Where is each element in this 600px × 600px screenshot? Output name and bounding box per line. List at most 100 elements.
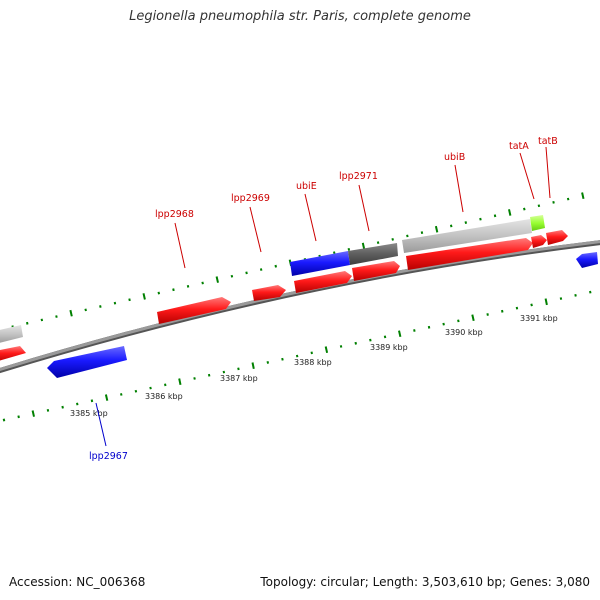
lower-track-major-tick (31, 410, 35, 417)
upper-track-minor-tick (55, 315, 58, 318)
reverse-strand-features (47, 252, 598, 378)
upper-track-minor-tick (347, 247, 351, 251)
leader-tatA (519, 152, 535, 200)
feature-gene-tatA (531, 235, 547, 248)
lower-track-major-tick (544, 298, 548, 306)
lower-track-major-tick (104, 394, 109, 401)
feature-gene-lpp2968 (157, 297, 231, 324)
lower-track-minor-tick (295, 354, 299, 358)
upper-track-major-tick (69, 309, 73, 317)
lower-track-minor-tick (134, 389, 138, 393)
leader-tatB (545, 146, 551, 199)
lower-track-minor-tick (46, 408, 50, 412)
lower-track-minor-tick (310, 351, 313, 355)
lower-track-minor-tick (559, 297, 563, 300)
feature-rna-left (0, 325, 23, 343)
upper-track-minor-tick (40, 318, 44, 322)
scale-labels: 3385 kbp 3386 kbp 3387 kbp 3388 kbp 3389… (70, 314, 558, 418)
upper-track-minor-tick (201, 281, 204, 285)
feature-gene-lpp2969 (252, 285, 286, 301)
upper-track-major-tick (215, 276, 219, 283)
upper-track-major-tick (508, 209, 512, 216)
upper-track-minor-tick (493, 214, 497, 218)
lower-track-minor-tick (383, 335, 387, 339)
feature-gene-right-reverse (576, 252, 598, 268)
gene-label-lpp2967: lpp2967 (89, 451, 128, 462)
upper-track-minor-tick (245, 271, 248, 275)
feature-gene-ubiE (294, 271, 352, 293)
lower-track-major-tick (471, 314, 475, 322)
feature-gene-lpp2967 (47, 346, 127, 378)
lower-track-minor-tick (120, 393, 123, 396)
upper-track-minor-tick (128, 298, 131, 302)
lower-track-minor-tick (61, 405, 64, 409)
upper-track-minor-tick (566, 197, 570, 201)
accession-text: Accession: NC_006368 (9, 575, 146, 589)
upper-track-major-tick (142, 293, 146, 300)
gene-label-tatB: tatB (538, 136, 558, 147)
lower-track-minor-tick (76, 402, 79, 406)
upper-track-minor-tick (552, 200, 555, 204)
gene-label-ubiE: ubiE (296, 181, 317, 192)
feature-gene-ubiB (406, 238, 533, 270)
lower-track-minor-tick (281, 357, 284, 361)
lower-track-minor-tick (17, 415, 20, 419)
upper-track-major-tick (434, 225, 439, 233)
feature-ubiB-rna (402, 219, 532, 253)
lower-track-minor-tick (442, 322, 445, 326)
lower-track-minor-tick (515, 306, 519, 310)
gene-label-lpp2971: lpp2971 (339, 171, 378, 182)
lower-track-minor-tick (193, 377, 196, 380)
upper-track-minor-tick (172, 288, 175, 292)
genome-summary-text: Topology: circular; Length: 3,503,610 bp… (260, 575, 590, 589)
gene-label-lpp2968: lpp2968 (155, 209, 194, 220)
leader-ubiB (454, 164, 464, 213)
feature-ubiE-cds-blue (290, 251, 350, 276)
gene-label-lpp2969: lpp2969 (231, 193, 270, 204)
tick-label-3386: 3386 kbp (145, 392, 183, 401)
lower-track-minor-tick (266, 361, 270, 364)
lower-tick-track (2, 290, 592, 422)
feature-gene-lpp2971 (352, 261, 400, 281)
lower-track-minor-tick (207, 373, 211, 377)
lower-track-major-tick (178, 378, 182, 386)
lower-track-minor-tick (90, 399, 94, 403)
upper-track-minor-tick (406, 234, 409, 238)
feature-gene-left (0, 346, 26, 361)
feature-gene-tatB (546, 230, 568, 245)
upper-track-minor-tick (274, 264, 277, 268)
upper-track-minor-tick (537, 204, 541, 208)
lower-track-minor-tick (574, 293, 577, 297)
lower-track-minor-tick (164, 383, 167, 387)
upper-track-minor-tick (186, 284, 190, 288)
leader-ubiE (304, 193, 317, 242)
lower-track-minor-tick (149, 386, 152, 390)
map-title: Legionella pneumophila str. Paris, compl… (129, 9, 471, 24)
upper-track-minor-tick (391, 237, 394, 241)
feature-lpp2971-pseudo (348, 243, 398, 265)
gene-label-tatA: tatA (509, 141, 529, 152)
lower-track-major-tick (251, 362, 255, 370)
tick-label-3390: 3390 kbp (445, 328, 483, 337)
tick-label-3388: 3388 kbp (294, 358, 332, 367)
lower-track-minor-tick (354, 341, 357, 345)
forward-strand-features (0, 230, 568, 361)
lower-track-minor-tick (413, 329, 416, 332)
lower-track-major-tick (324, 346, 329, 354)
lower-track-major-tick (398, 330, 402, 338)
upper-track-minor-tick (99, 305, 102, 308)
upper-track-minor-tick (84, 308, 87, 312)
upper-track-minor-tick (464, 221, 468, 224)
upper-track-minor-tick (230, 274, 234, 278)
upper-track-minor-tick (333, 251, 336, 255)
lower-track-minor-tick (501, 309, 504, 313)
upper-track-minor-tick (113, 301, 117, 305)
leader-lpp2967 (95, 402, 107, 447)
upper-track-minor-tick (449, 224, 453, 228)
upper-track-minor-tick (157, 291, 161, 295)
lower-track-minor-tick (222, 370, 226, 374)
tick-label-3391: 3391 kbp (520, 314, 558, 323)
upper-track-minor-tick (376, 241, 380, 245)
upper-track-minor-tick (523, 207, 526, 211)
